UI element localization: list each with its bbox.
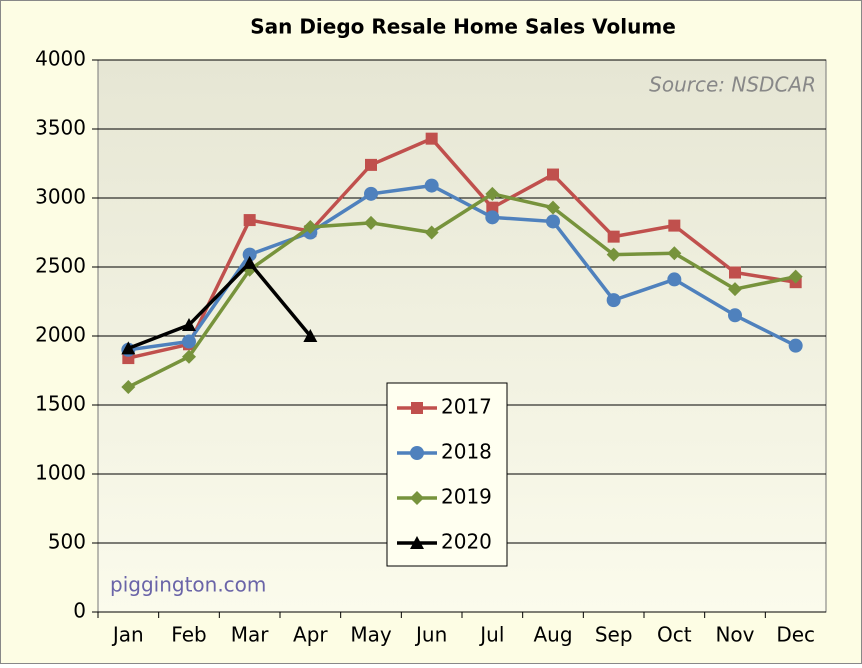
y-tick-label: 1500 [35, 392, 86, 416]
marker [547, 168, 559, 181]
marker [121, 341, 136, 355]
marker [606, 247, 621, 262]
x-tick-label: Nov [715, 623, 754, 647]
marker [410, 536, 424, 549]
marker [606, 293, 621, 308]
marker [728, 308, 742, 323]
marker [668, 219, 681, 232]
y-tick-label: 0 [73, 599, 86, 623]
legend-label: 2018 [441, 440, 492, 464]
x-tick-label: Oct [657, 623, 692, 647]
marker [607, 230, 620, 243]
marker [364, 186, 378, 201]
series-line [127, 192, 797, 389]
x-tick-label: Jan [111, 623, 144, 647]
marker [243, 214, 256, 227]
y-tick-label: 4000 [35, 47, 86, 71]
marker [364, 215, 378, 230]
marker [788, 269, 803, 284]
marker [485, 210, 500, 225]
marker [546, 214, 560, 229]
x-tick-label: Jul [478, 623, 504, 647]
marker [242, 247, 257, 262]
y-tick-label: 3000 [35, 185, 86, 209]
marker [411, 402, 423, 414]
marker [728, 282, 742, 297]
legend: 2017 2018 2019 2020 [386, 382, 508, 567]
y-tick-label: 3500 [35, 116, 86, 140]
marker [424, 178, 439, 193]
x-tick-label: Dec [776, 623, 815, 647]
legend-box [386, 382, 508, 567]
legend-label: 2017 [441, 395, 492, 419]
marker [424, 225, 439, 240]
source-note: Source: NSDCAR [649, 73, 816, 97]
x-tick-label: Sep [595, 623, 633, 647]
marker [667, 272, 682, 287]
series-line [128, 183, 797, 352]
marker [365, 158, 377, 171]
legend-label: 2020 [441, 530, 492, 554]
y-tick-label: 1000 [35, 461, 86, 485]
marker [410, 446, 424, 460]
marker [182, 334, 196, 349]
x-tick-label: Jun [414, 623, 447, 647]
marker [788, 338, 803, 353]
series-lines [121, 132, 803, 395]
y-tick-label: 500 [48, 530, 86, 554]
marker [729, 266, 741, 279]
y-tick-label: 2000 [35, 323, 86, 347]
marker [121, 380, 136, 395]
series-line [127, 261, 312, 351]
marker [242, 255, 257, 269]
watermark: piggington.com [110, 573, 266, 597]
legend-label: 2019 [441, 485, 492, 509]
marker [182, 349, 196, 364]
marker [303, 219, 318, 234]
marker [546, 200, 560, 215]
x-tick-label: Apr [293, 623, 328, 647]
marker [410, 491, 424, 505]
series-line [127, 136, 796, 360]
x-tick-label: Feb [171, 623, 206, 647]
marker [486, 201, 499, 214]
x-tick-label: May [350, 623, 392, 647]
marker [485, 186, 500, 201]
marker [182, 317, 196, 331]
x-tick-label: Mar [231, 623, 270, 647]
x-tick-label: Aug [533, 623, 572, 647]
marker [425, 132, 438, 145]
y-tick-label: 2500 [35, 254, 86, 278]
chart-title: San Diego Resale Home Sales Volume [250, 15, 676, 39]
marker [303, 329, 318, 342]
marker [667, 246, 682, 261]
